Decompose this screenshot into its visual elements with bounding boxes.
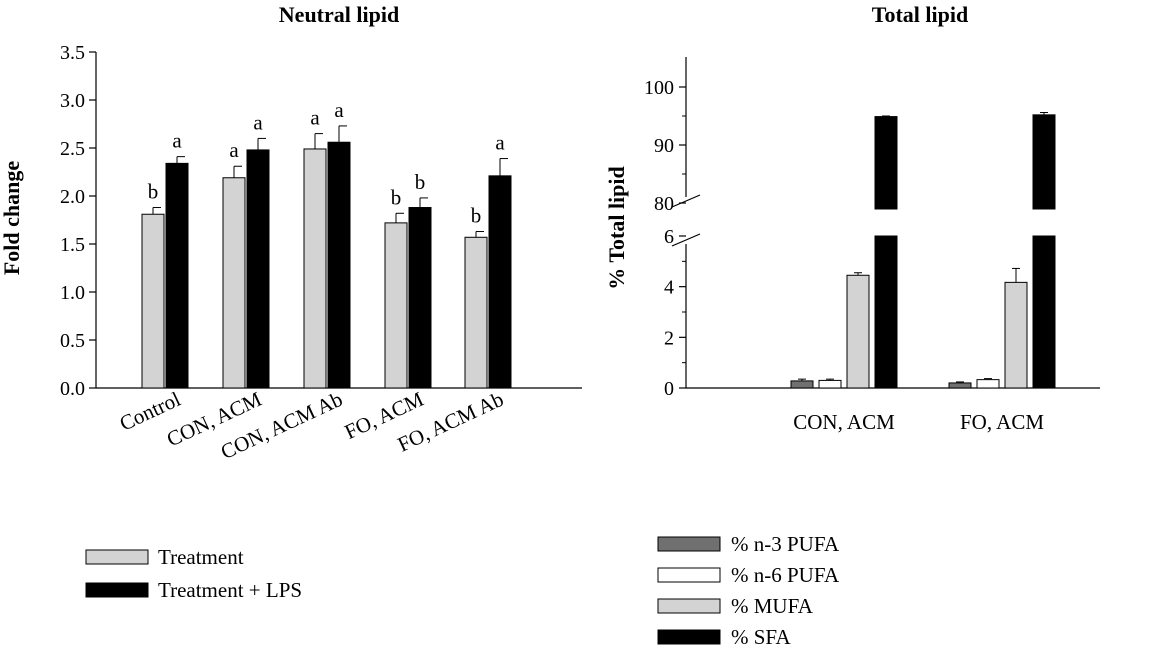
bar-control-treatment-lps bbox=[165, 162, 189, 389]
y-tick-label: 80 bbox=[654, 193, 674, 215]
significance-label: b bbox=[148, 180, 159, 204]
axis-break-mark-upper bbox=[671, 194, 701, 208]
legend-swatch-n3-pufa bbox=[657, 536, 721, 552]
total-lipid-legend: % n-3 PUFA % n-6 PUFA % MUFA % SFA bbox=[657, 532, 840, 649]
neutral-lipid-chart: Neutral lipid Fold change 0.0 0.5 1.0 1.5 2.… bbox=[0, 2, 582, 464]
bar-fo-acm-n-3-pufa bbox=[948, 382, 972, 389]
legend-swatch-mufa bbox=[657, 598, 721, 614]
y-tick-label: 0.5 bbox=[60, 330, 85, 352]
bar-fo-acm-n-6-pufa bbox=[976, 379, 1000, 389]
bar-fo-acm-mufa bbox=[1004, 281, 1028, 389]
y-tick-label: 0.0 bbox=[60, 378, 85, 400]
bar-fo-acm-sfa bbox=[1032, 235, 1056, 389]
legend-label-mufa: % MUFA bbox=[731, 594, 814, 618]
legend-label-treatment: Treatment bbox=[158, 545, 244, 569]
bar-con-acm-n-3-pufa bbox=[790, 380, 814, 389]
legend-label-n3-pufa: % n-3 PUFA bbox=[731, 532, 840, 556]
neutral-lipid-legend: Treatment Treatment + LPS bbox=[85, 545, 302, 602]
total-lipid-title: Total lipid bbox=[872, 2, 968, 27]
significance-label: a bbox=[310, 106, 320, 130]
legend-swatch-treatment bbox=[85, 549, 149, 565]
y-tick-label: 100 bbox=[644, 77, 674, 99]
y-tick-label: 4 bbox=[664, 277, 674, 299]
neutral-lipid-y-label: Fold change bbox=[0, 161, 24, 276]
y-tick-label: 6 bbox=[664, 226, 674, 248]
total-lipid-y-label: % Total lipid bbox=[604, 166, 629, 290]
significance-label: a bbox=[229, 138, 239, 162]
significance-label: a bbox=[253, 110, 263, 134]
significance-label: a bbox=[334, 98, 344, 122]
legend-swatch-sfa bbox=[657, 629, 721, 645]
bar-fo-acm-ab-treatment-lps bbox=[488, 175, 512, 389]
y-tick-label: 3.0 bbox=[60, 90, 85, 112]
category-label-fo-acm: FO, ACM bbox=[960, 410, 1044, 434]
legend-label-sfa: % SFA bbox=[731, 625, 792, 649]
legend-swatch-treatment-lps bbox=[85, 582, 149, 598]
y-tick-label: 1.0 bbox=[60, 282, 85, 304]
bar-con-acm-ab-treatment bbox=[303, 148, 327, 389]
category-label-con-acm: CON, ACM bbox=[793, 410, 895, 434]
bar-con-acm-n-6-pufa bbox=[818, 379, 842, 389]
legend-label-treatment-lps: Treatment + LPS bbox=[158, 578, 302, 602]
axis-break-mark-lower bbox=[671, 233, 701, 247]
y-tick-label: 2.5 bbox=[60, 138, 85, 160]
y-tick-label: 90 bbox=[654, 135, 674, 157]
bar-fo-acm-ab-treatment bbox=[464, 236, 488, 389]
legend-label-n6-pufa: % n-6 PUFA bbox=[731, 563, 840, 587]
bar-con-acm-ab-treatment-lps bbox=[327, 141, 351, 389]
bar-con-acm-sfa bbox=[874, 235, 898, 389]
legend-swatch-n6-pufa bbox=[657, 567, 721, 583]
y-tick-label: 2 bbox=[664, 327, 674, 349]
significance-label: a bbox=[495, 131, 505, 155]
y-tick-label: 0 bbox=[664, 378, 674, 400]
neutral-lipid-title: Neutral lipid bbox=[279, 2, 399, 27]
bar-control-treatment bbox=[141, 213, 165, 389]
y-tick-label: 2.0 bbox=[60, 186, 85, 208]
y-tick-label: 3.5 bbox=[60, 42, 85, 64]
bar-fo-acm-treatment-lps bbox=[408, 207, 432, 389]
bar-con-acm-treatment-lps bbox=[246, 149, 270, 389]
bar-fo-acm-treatment bbox=[384, 222, 408, 389]
bar-con-acm-treatment bbox=[222, 177, 246, 389]
significance-label: b bbox=[391, 185, 402, 209]
bar-con-acm-sfa-upper bbox=[874, 116, 898, 210]
bar-con-acm-mufa bbox=[846, 274, 870, 389]
significance-label: b bbox=[471, 204, 482, 228]
significance-label: b bbox=[415, 170, 426, 194]
bar-fo-acm-sfa-upper bbox=[1032, 114, 1056, 210]
total-lipid-chart: Total lipid % Total lipid 0 2 4 6 80 90 100 CO… bbox=[604, 2, 1100, 434]
y-tick-label: 1.5 bbox=[60, 234, 85, 256]
significance-label: a bbox=[172, 129, 182, 153]
